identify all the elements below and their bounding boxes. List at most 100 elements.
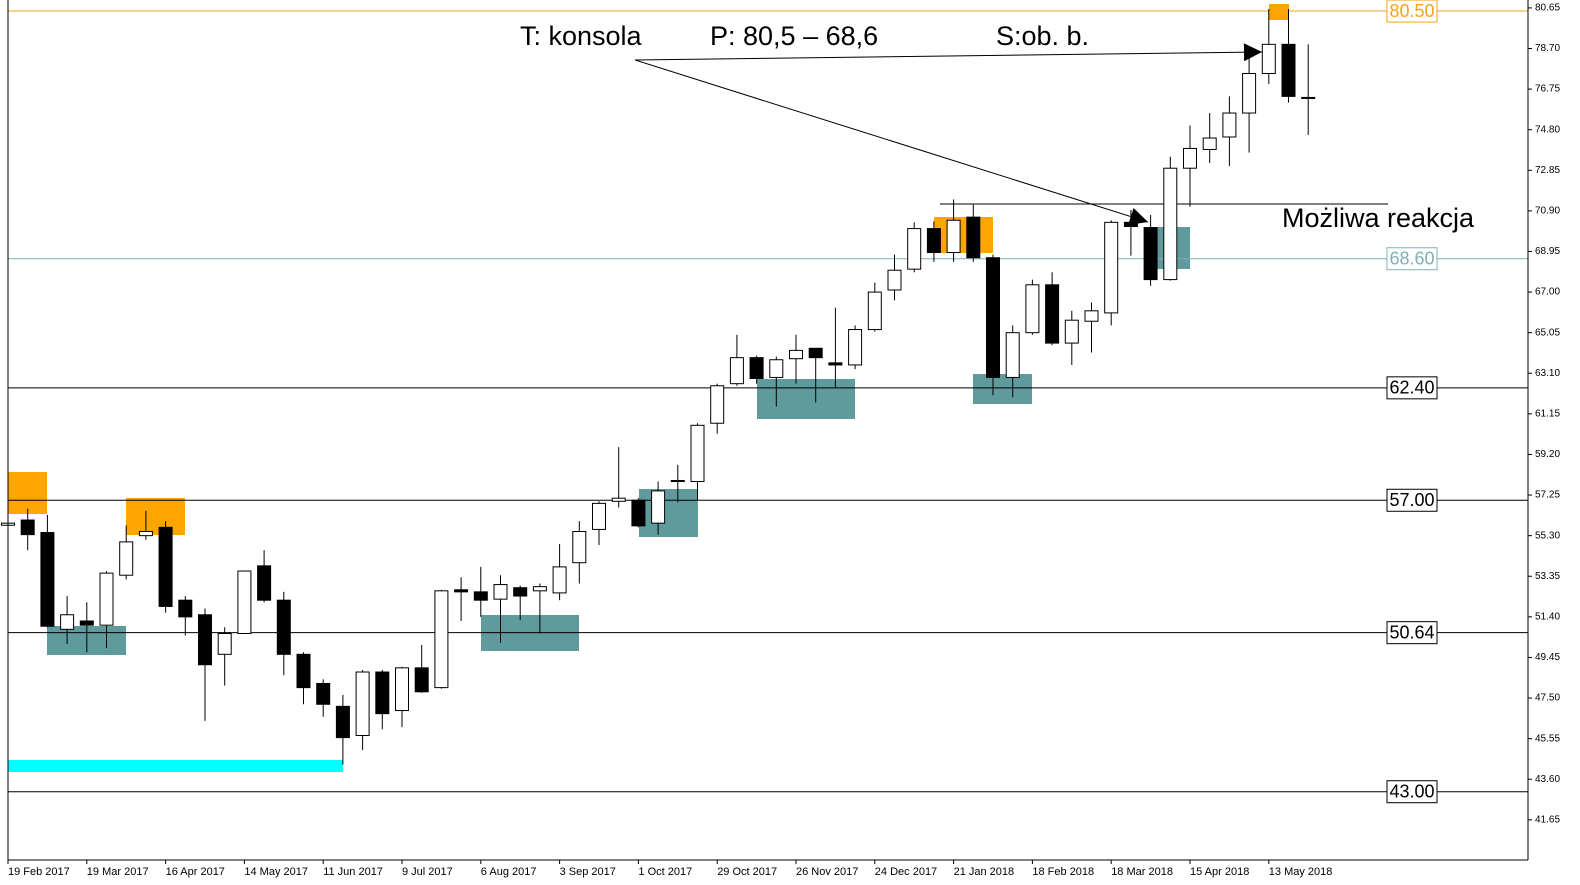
candle-body [789, 349, 803, 360]
annotation: S:ob. b. [996, 21, 1089, 51]
candle-body [749, 357, 764, 379]
x-tick-label: 11 Jun 2017 [323, 866, 383, 878]
y-tick-label: 78.70 [1535, 43, 1560, 54]
x-tick-label: 24 Dec 2017 [875, 866, 937, 878]
candle-body [1222, 112, 1237, 138]
candle-body [1301, 96, 1316, 99]
candle-body [60, 614, 75, 630]
candle-body [454, 589, 469, 593]
x-tick-label: 21 Jan 2018 [954, 866, 1015, 878]
candle-body [513, 587, 528, 597]
candle-body [99, 572, 114, 626]
x-tick-label: 3 Sep 2017 [560, 866, 616, 878]
supply-zone [126, 498, 185, 535]
level-label: 68.60 [1389, 249, 1434, 269]
x-tick-label: 13 May 2018 [1269, 866, 1333, 878]
x-tick-label: 9 Jul 2017 [402, 866, 453, 878]
candle-body [532, 586, 547, 592]
candle-body [848, 329, 863, 366]
level-label: 50.64 [1389, 622, 1434, 642]
candle-body [1183, 147, 1197, 169]
candle-body [867, 291, 882, 331]
y-tick-label: 70.90 [1535, 206, 1560, 217]
annotation: T: konsola [520, 21, 643, 51]
x-tick-label: 16 Apr 2017 [166, 866, 225, 878]
candle-body [1123, 221, 1138, 228]
candle-body [178, 599, 193, 618]
candle-body [1281, 43, 1296, 97]
candle-body [690, 424, 705, 483]
y-tick-label: 47.50 [1535, 693, 1560, 704]
candle-body [493, 584, 508, 600]
demand-zone [639, 489, 698, 537]
candles [1, 8, 1316, 765]
candle-body [729, 357, 744, 385]
candle-body [1025, 284, 1040, 334]
demand-zone [973, 374, 1032, 404]
candle-body [355, 671, 370, 737]
y-tick-label: 76.75 [1535, 84, 1560, 95]
candle-body [316, 682, 331, 705]
level-label-box [1386, 621, 1438, 645]
y-tick-label: 53.35 [1535, 571, 1560, 582]
candle-body [1202, 137, 1217, 150]
candle-body [572, 530, 587, 564]
level-label-box [1386, 247, 1438, 271]
level-label: 43.00 [1389, 781, 1434, 801]
arrow [634, 43, 1263, 62]
candle-body [1104, 221, 1119, 314]
annotation: Możliwa reakcja [1282, 203, 1475, 233]
levels: 80.50 68.60 62.40 57.00 50.64 43.00 [8, 0, 1528, 804]
candle-body [1163, 167, 1178, 281]
candle-body [887, 269, 902, 291]
level-label: 62.40 [1389, 378, 1434, 398]
candle-body [1064, 319, 1079, 344]
candle-body [40, 532, 55, 627]
candle-body [434, 590, 449, 689]
y-tick-label: 67.00 [1535, 287, 1560, 298]
x-tick-label: 18 Mar 2018 [1111, 866, 1173, 878]
level-label-box [1386, 780, 1438, 804]
candle-body [138, 530, 153, 537]
supply-zone [1269, 4, 1289, 20]
y-tick-label: 49.45 [1535, 652, 1560, 663]
candle-body [670, 479, 685, 483]
candle-body [966, 216, 981, 259]
candle-body [119, 541, 134, 576]
x-tick-label: 26 Nov 2017 [796, 866, 858, 878]
axis-labels: 80.65 78.70 76.75 74.80 72.85 70.90 68.95 67.00… [7, 3, 1560, 878]
candle-body [631, 499, 646, 527]
candle-body [651, 490, 666, 524]
x-tick-label: 18 Feb 2018 [1032, 866, 1094, 878]
level-label: 80.50 [1389, 1, 1434, 21]
x-tick-label: 6 Aug 2017 [481, 866, 537, 878]
x-tick-label: 29 Oct 2017 [717, 866, 777, 878]
level-label-box [1386, 0, 1438, 23]
x-tick-label: 15 Apr 2018 [1190, 866, 1249, 878]
y-tick-label: 65.05 [1535, 327, 1560, 338]
candle-body [395, 667, 409, 712]
candle-body [907, 228, 922, 270]
y-tick-label: 43.60 [1535, 774, 1560, 785]
candle-body [217, 632, 232, 655]
supply-zone [934, 217, 993, 253]
level-label-box [1386, 376, 1438, 400]
candle-body [198, 614, 212, 666]
candle-body [1084, 310, 1099, 322]
candle-body [1143, 227, 1158, 281]
candle-body [20, 519, 35, 536]
candle-body [158, 526, 173, 607]
x-tick-label: 14 May 2017 [244, 866, 308, 878]
y-tick-label: 59.20 [1535, 449, 1560, 460]
candle-body [1005, 332, 1020, 378]
y-tick-label: 45.55 [1535, 733, 1560, 744]
x-tick-label: 19 Feb 2017 [8, 866, 70, 878]
candle-body [257, 565, 272, 601]
candle-body [1045, 284, 1060, 344]
candle-body [986, 257, 1000, 378]
candle-body [79, 620, 94, 626]
level-label-box [1386, 488, 1438, 512]
annotations: T: konsola P: 80,5 – 68,6 S:ob. b. Możliwa … [520, 21, 1475, 233]
y-tick-label: 74.80 [1535, 124, 1560, 135]
